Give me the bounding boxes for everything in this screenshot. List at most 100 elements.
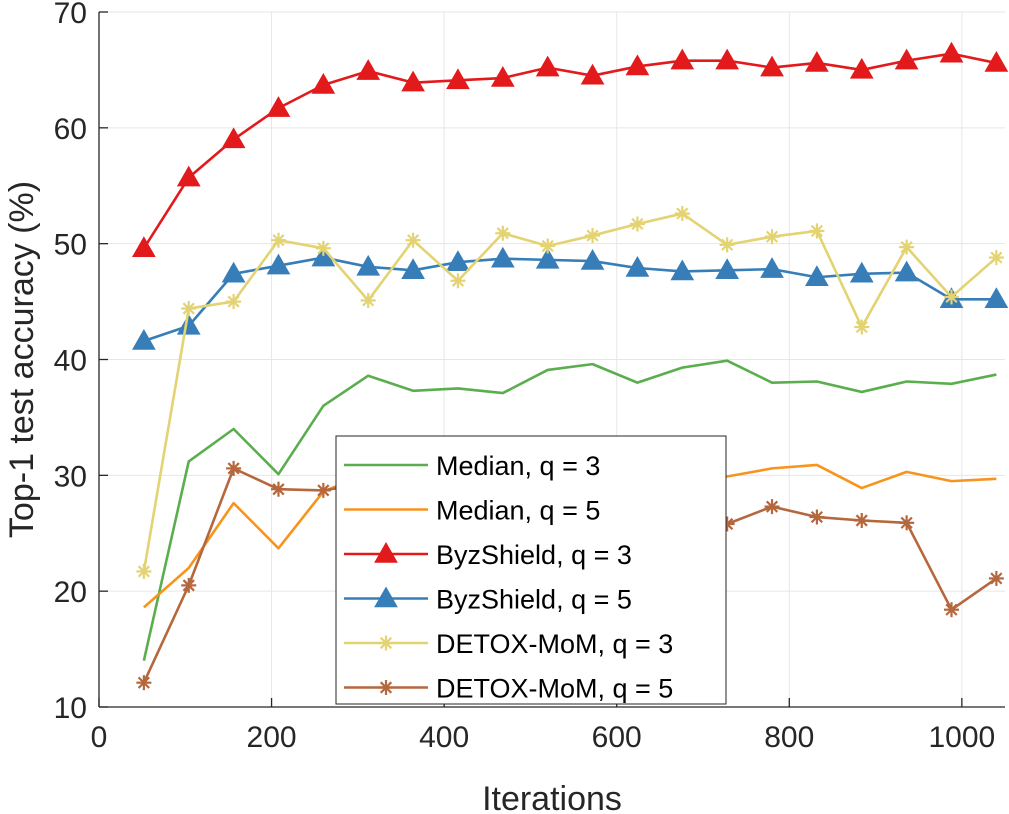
asterisk-marker xyxy=(226,460,242,476)
triangle-marker xyxy=(132,236,156,258)
asterisk-marker xyxy=(360,292,376,308)
triangle-marker xyxy=(984,50,1009,72)
asterisk-stroke xyxy=(272,234,285,247)
asterisk-stroke xyxy=(631,217,644,231)
tick-labels: 0 200 400 600 800 1000 10 20 30 40 50 60 70 xyxy=(54,0,996,754)
triangle-marker xyxy=(715,258,740,280)
triangle-marker xyxy=(374,541,398,563)
triangle-marker xyxy=(446,68,470,90)
asterisk-marker xyxy=(988,250,1004,266)
triangle-marker xyxy=(221,127,246,149)
legend-entry: DETOX-MoM, q = 5 xyxy=(344,674,673,704)
legend-entry: Median, q = 5 xyxy=(344,496,600,526)
asterisk-marker xyxy=(899,239,915,255)
triangle-marker xyxy=(580,249,605,270)
asterisk-marker xyxy=(315,240,331,256)
asterisk-marker xyxy=(719,237,735,253)
asterisk-stroke xyxy=(451,274,465,287)
asterisk-marker xyxy=(405,232,421,248)
asterisk-stroke xyxy=(379,636,393,650)
asterisk-stroke xyxy=(182,302,195,315)
asterisk-marker xyxy=(944,602,960,618)
triangle-marker xyxy=(670,259,695,281)
triangle-marker xyxy=(446,250,470,271)
y-tick-label: 30 xyxy=(54,460,87,493)
triangle-marker xyxy=(535,247,560,269)
triangle-marker xyxy=(401,70,425,92)
series-byzshield-q-3 xyxy=(132,41,1009,258)
asterisk-stroke xyxy=(137,676,150,689)
series-line xyxy=(142,212,998,572)
asterisk-stroke xyxy=(182,579,195,592)
asterisk-stroke xyxy=(317,242,330,255)
asterisk-marker xyxy=(270,232,286,248)
x-tick-label: 400 xyxy=(419,721,469,754)
triangle-marker xyxy=(221,261,246,283)
triangle-marker xyxy=(760,55,784,77)
asterisk-marker xyxy=(764,229,780,245)
triangle-marker xyxy=(894,260,919,282)
x-tick-label: 0 xyxy=(91,721,108,754)
series-median-q-3 xyxy=(142,359,997,661)
x-tick-label: 1000 xyxy=(928,721,995,754)
x-axis-label: Iterations xyxy=(482,780,622,814)
legend-entry: ByzShield, q = 5 xyxy=(344,585,632,615)
asterisk-stroke xyxy=(855,320,868,334)
triangle-marker xyxy=(266,253,291,275)
asterisk-stroke xyxy=(227,295,240,308)
legend-label: DETOX-MoM, q = 5 xyxy=(436,674,673,704)
triangle-marker xyxy=(625,54,650,76)
asterisk-stroke xyxy=(810,224,823,238)
triangle-marker xyxy=(715,48,740,70)
legend-label: ByzShield, q = 5 xyxy=(436,585,632,615)
triangle-marker xyxy=(580,63,605,85)
asterisk-stroke xyxy=(586,229,599,242)
asterisk-stroke xyxy=(496,227,509,240)
asterisk-stroke xyxy=(379,681,393,694)
y-tick-label: 10 xyxy=(54,692,87,725)
triangle-marker xyxy=(760,257,784,278)
asterisk-stroke xyxy=(900,241,913,254)
legend-label: Median, q = 3 xyxy=(436,451,600,481)
asterisk-marker xyxy=(315,482,331,498)
series-line xyxy=(143,256,997,343)
triangle-marker xyxy=(535,55,560,77)
y-tick-label: 60 xyxy=(54,113,87,146)
asterisk-marker xyxy=(854,513,870,529)
legend-entry: ByzShield, q = 3 xyxy=(344,540,632,570)
legend: Median, q = 3 Median, q = 5 ByzShield, q =… xyxy=(335,435,727,705)
triangle-marker xyxy=(625,255,650,277)
asterisk-marker xyxy=(136,563,152,579)
asterisk-stroke xyxy=(765,500,779,513)
series-detox-mom-q-3 xyxy=(136,206,1004,579)
y-tick-label: 40 xyxy=(54,345,87,378)
series-byzshield-q-5 xyxy=(132,245,1009,350)
asterisk-stroke xyxy=(137,565,150,578)
series-layer xyxy=(132,41,1009,691)
asterisk-marker xyxy=(226,294,242,310)
triangle-marker xyxy=(849,57,874,79)
legend-entry: DETOX-MoM, q = 3 xyxy=(344,629,673,659)
asterisk-marker xyxy=(809,223,825,239)
triangle-marker xyxy=(176,165,201,187)
asterisk-stroke xyxy=(406,234,420,247)
y-tick-label: 20 xyxy=(54,576,87,609)
asterisk-stroke xyxy=(362,294,375,307)
x-tick-label: 600 xyxy=(592,721,642,754)
asterisk-stroke xyxy=(945,290,958,304)
asterisk-marker xyxy=(270,481,286,497)
triangle-marker xyxy=(266,96,291,117)
triangle-marker xyxy=(176,313,201,335)
asterisk-marker xyxy=(899,515,915,531)
triangle-marker xyxy=(490,66,515,87)
asterisk-marker xyxy=(988,570,1004,586)
x-tick-label: 200 xyxy=(247,721,297,754)
y-tick-label: 70 xyxy=(54,0,87,30)
asterisk-stroke xyxy=(810,510,823,524)
asterisk-marker xyxy=(181,577,197,593)
y-axis-label: Top-1 test accuracy (%) xyxy=(3,181,41,538)
legend-label: Median, q = 5 xyxy=(436,496,600,526)
asterisk-marker xyxy=(585,228,601,244)
asterisk-marker xyxy=(540,238,556,254)
asterisk-stroke xyxy=(990,251,1003,264)
